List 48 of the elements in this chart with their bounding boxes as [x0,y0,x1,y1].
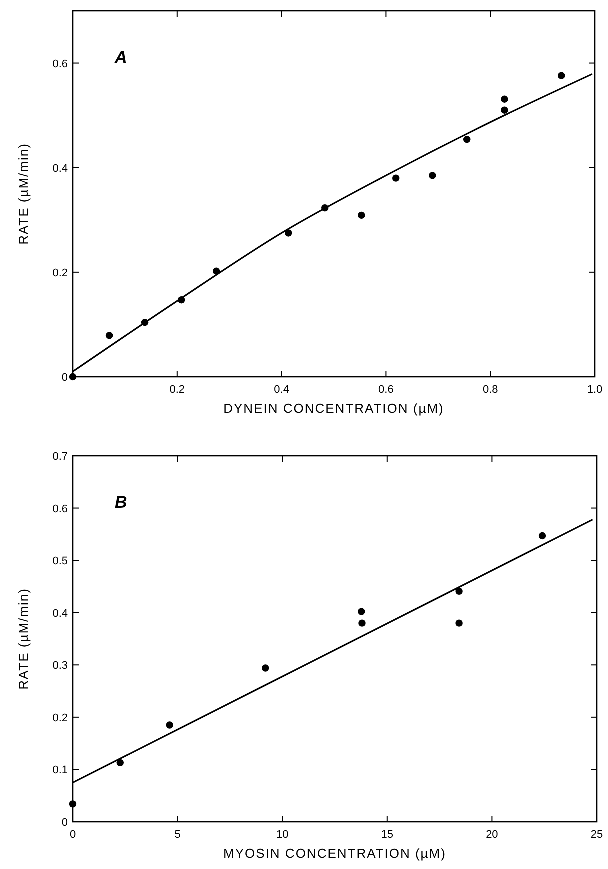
y-tick-label: 0.2 [52,267,68,280]
point [464,136,471,144]
y-axis-title: RATE (µM/min) [16,143,31,245]
y-tick-label: 0.4 [52,162,68,175]
point [166,722,174,729]
y-tick-label: 0.3 [52,660,68,672]
x-axis-title: MYOSIN CONCENTRATION (µM) [224,846,446,861]
point [538,532,546,540]
x-tick-label: 15 [381,829,394,841]
point [456,588,463,596]
x-tick-label: 0.4 [274,384,290,396]
x-tick-label: 20 [486,829,498,841]
point [358,608,366,616]
point [116,759,124,767]
x-tick-label: 25 [590,829,604,841]
point [429,172,436,180]
point [501,106,508,114]
x-tick-label: 0.6 [378,384,394,396]
y-tick-label: 0.1 [52,764,68,777]
y-tick-label: 0 [62,817,68,829]
y-tick-label: 0 [62,372,68,384]
point [284,230,292,237]
point [262,664,270,672]
y-tick-label: 0.2 [52,712,68,724]
x-tick-label: 0.8 [482,384,498,396]
x-tick-label: 0 [70,829,76,841]
point [358,620,366,627]
point [106,332,114,340]
point [358,212,366,220]
y-tick-label: 0.6 [52,58,68,70]
x-tick-label: 10 [276,829,289,841]
y-tick-label: 0.4 [52,608,68,620]
x-tick-label: 1.0 [587,384,603,396]
point [392,174,400,182]
point [69,373,77,381]
annotation: A [114,48,128,67]
x-axis-title: DYNEIN CONCENTRATION (µM) [224,401,444,416]
point [501,96,508,103]
x-tick-label: 0.2 [170,384,186,396]
x-tick-label: 5 [174,829,181,841]
y-tick-label: 0.5 [52,556,68,568]
y-tick-label: 0.6 [52,503,68,516]
y-tick-label: 0.7 [52,451,68,463]
point [456,620,463,627]
point [69,800,77,808]
annotation: B [115,493,128,512]
y-axis-title: RATE (µM/min) [16,588,31,690]
point [558,72,566,80]
